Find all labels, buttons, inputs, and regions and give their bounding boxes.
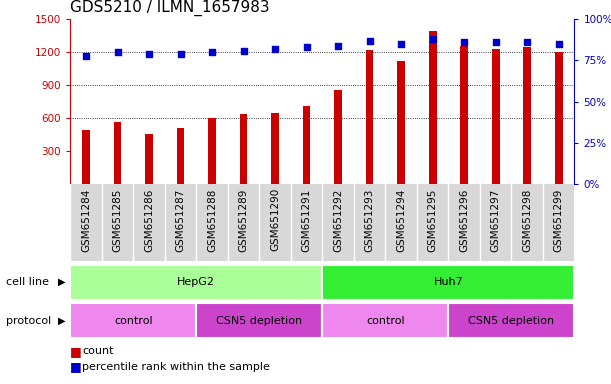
Text: GSM651289: GSM651289 (238, 188, 249, 252)
Point (81, 53, 91, 59)
Point (522, 39, 532, 45)
Text: GDS5210 / ILMN_1657983: GDS5210 / ILMN_1657983 (70, 0, 270, 17)
Point (333, 43, 343, 49)
Bar (240, 114, 247, 184)
Text: GSM651288: GSM651288 (207, 188, 217, 252)
Text: GSM651284: GSM651284 (81, 188, 91, 252)
Text: GSM651290: GSM651290 (270, 188, 280, 252)
Bar (523, 47, 531, 184)
Bar (145, 134, 153, 184)
Text: control: control (366, 316, 404, 326)
Point (302, 44, 312, 50)
Bar (555, 52, 563, 184)
Bar (323, 265, 574, 300)
Bar (365, 50, 373, 184)
Text: control: control (114, 316, 153, 326)
Text: percentile rank within the sample: percentile rank within the sample (82, 362, 270, 372)
Point (270, 46, 280, 52)
Point (554, 41, 563, 47)
Bar (114, 122, 122, 184)
Text: GSM651293: GSM651293 (365, 188, 375, 252)
Text: cell line: cell line (6, 277, 49, 287)
Point (428, 36, 437, 42)
Bar (492, 49, 500, 184)
Text: Huh7: Huh7 (433, 277, 463, 287)
Text: GSM651287: GSM651287 (175, 188, 186, 252)
Bar (323, 303, 448, 338)
Point (112, 49, 122, 55)
Text: GSM651299: GSM651299 (554, 188, 563, 252)
Bar (429, 31, 436, 184)
Point (365, 38, 375, 44)
Text: GSM651295: GSM651295 (428, 188, 437, 252)
Text: GSM651291: GSM651291 (302, 188, 312, 252)
Point (175, 51, 185, 57)
Bar (460, 46, 468, 184)
Text: count: count (82, 346, 114, 356)
Text: GSM651297: GSM651297 (491, 188, 500, 252)
Text: HepG2: HepG2 (177, 277, 215, 287)
Bar (70, 303, 196, 338)
Text: ▶: ▶ (58, 316, 65, 326)
Text: ▶: ▶ (58, 277, 65, 287)
Point (207, 49, 217, 55)
Point (396, 41, 406, 47)
Bar (302, 106, 310, 184)
Text: GSM651285: GSM651285 (112, 188, 123, 252)
Bar (82, 131, 90, 184)
Text: GSM651292: GSM651292 (333, 188, 343, 252)
Text: GSM651296: GSM651296 (459, 188, 469, 252)
Point (144, 51, 154, 57)
Text: GSM651294: GSM651294 (396, 188, 406, 252)
Bar (397, 61, 405, 184)
Text: ■: ■ (70, 360, 82, 373)
Bar (334, 89, 342, 184)
Bar (208, 118, 216, 184)
Text: GSM651286: GSM651286 (144, 188, 154, 252)
Point (491, 39, 500, 45)
Text: ■: ■ (70, 345, 82, 358)
Bar (196, 303, 323, 338)
Bar (448, 303, 574, 338)
Text: CSN5 depletion: CSN5 depletion (468, 316, 554, 326)
Text: protocol: protocol (6, 316, 51, 326)
Text: GSM651298: GSM651298 (522, 188, 532, 252)
Point (459, 39, 469, 45)
Bar (70, 265, 323, 300)
Text: CSN5 depletion: CSN5 depletion (216, 316, 302, 326)
Point (239, 48, 249, 54)
Bar (271, 113, 279, 184)
Bar (177, 128, 185, 184)
